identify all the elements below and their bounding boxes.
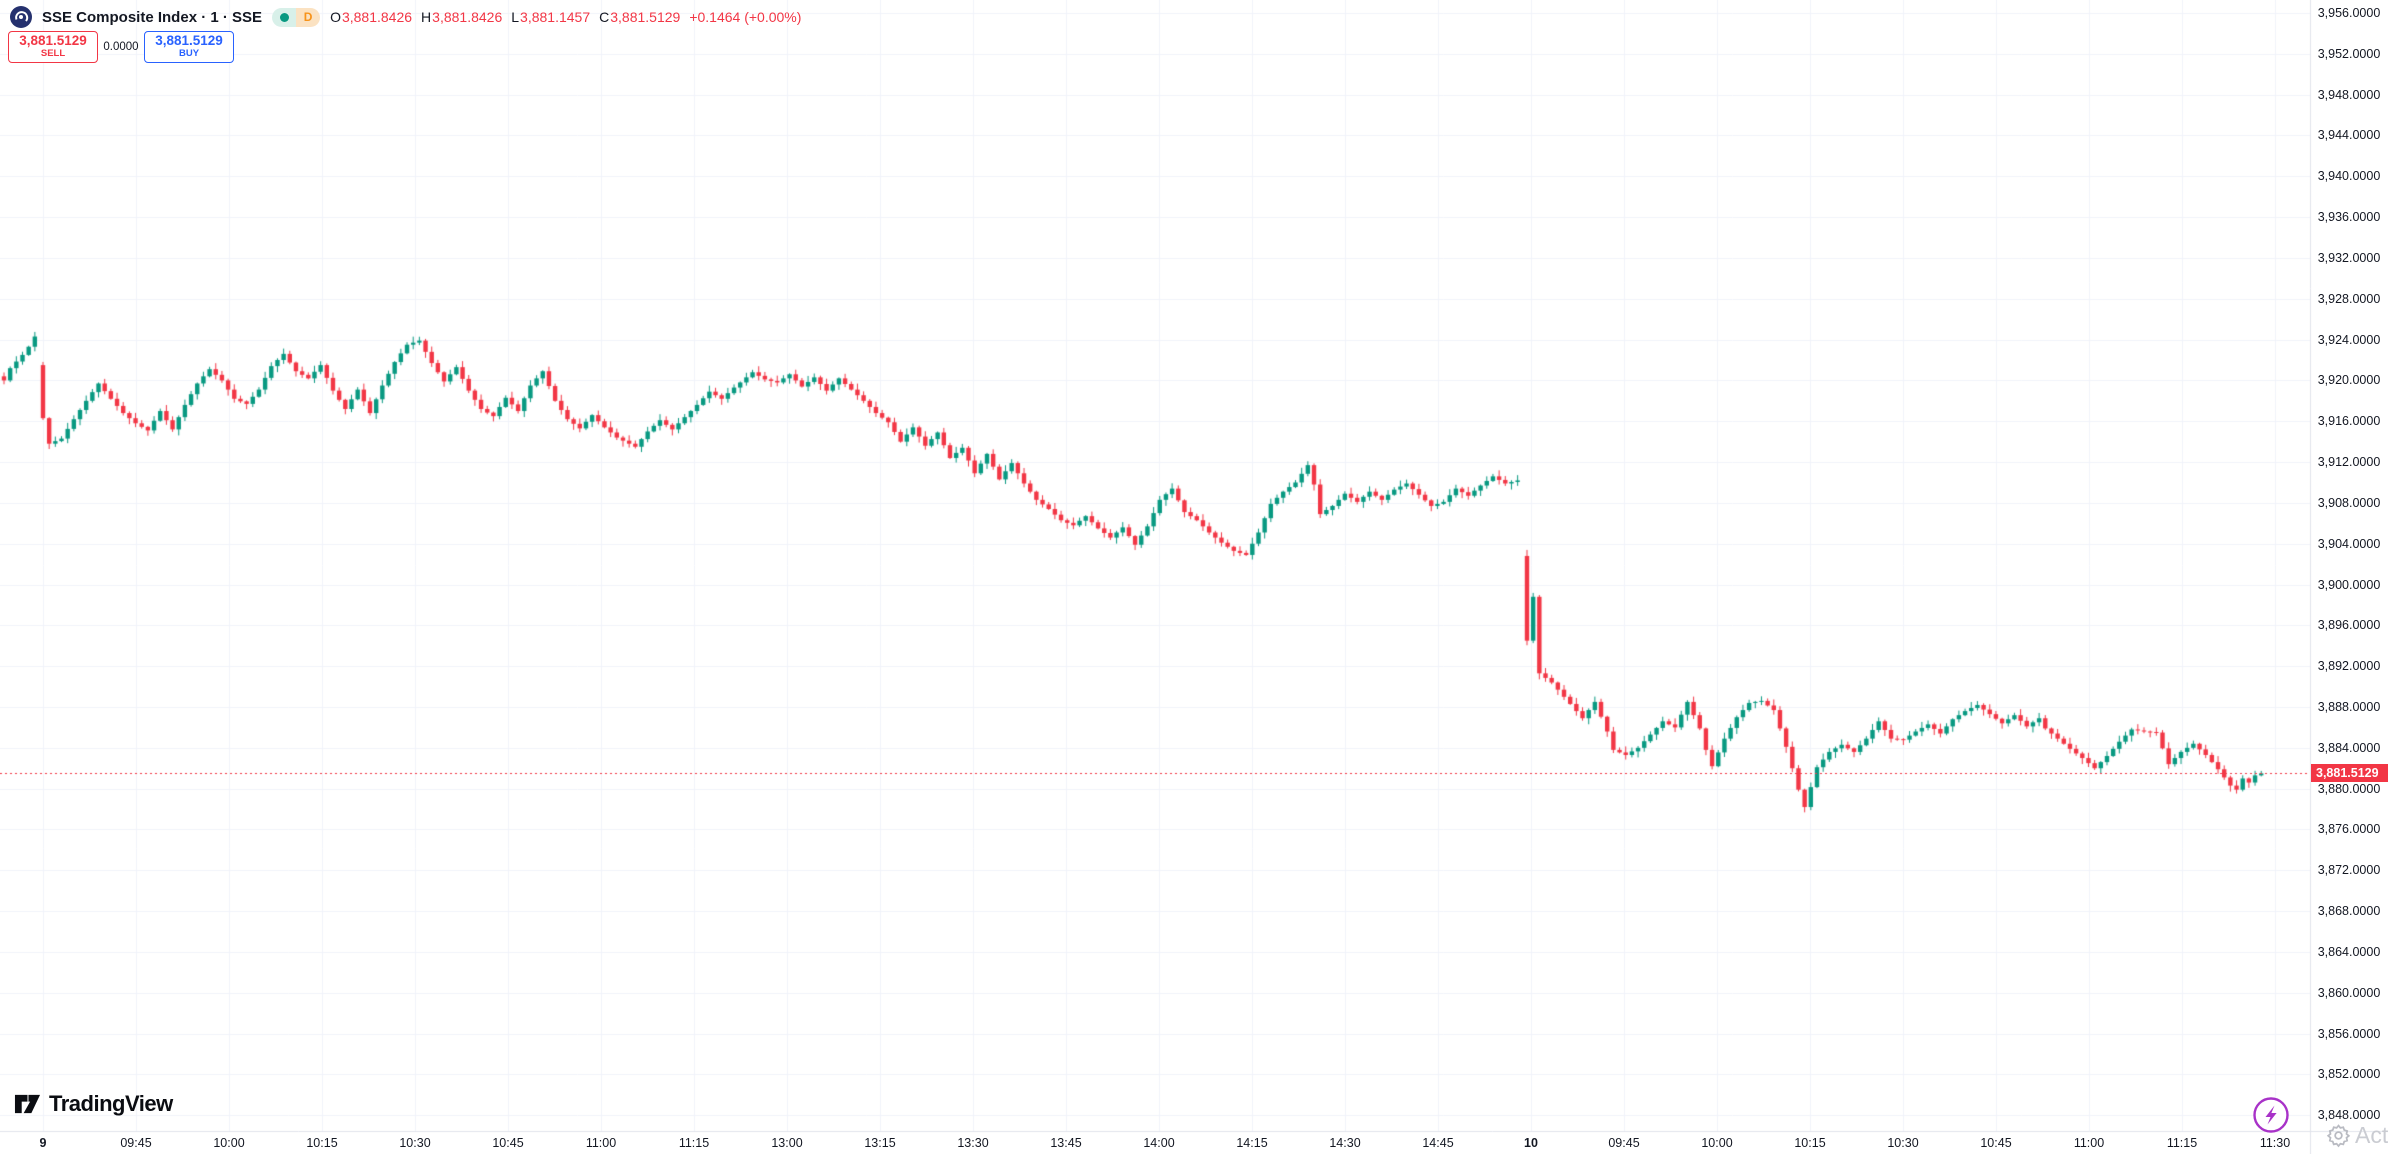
gear-icon [2326, 1123, 2351, 1148]
time-axis-label: 10 [1524, 1136, 1538, 1150]
low-value: 3,881.1457 [520, 9, 591, 25]
price-axis-label: 3,912.0000 [2317, 455, 2381, 470]
sell-button[interactable]: 3,881.5129 SELL [8, 31, 98, 63]
price-axis-label: 3,916.0000 [2317, 414, 2381, 429]
high-value: 3,881.8426 [432, 9, 503, 25]
time-axis-label: 10:15 [1794, 1136, 1826, 1150]
sell-label: SELL [40, 48, 66, 60]
market-status-pill[interactable]: D [272, 7, 321, 27]
change-value: +0.1464 (+0.00%) [689, 9, 802, 25]
time-axis-label: 13:15 [864, 1136, 896, 1150]
close-label: C [599, 9, 610, 25]
price-axis-label: 3,880.0000 [2317, 781, 2381, 796]
price-axis-label: 3,936.0000 [2317, 210, 2381, 225]
price-axis-label: 3,948.0000 [2317, 87, 2381, 102]
time-axis-label: 10:00 [1701, 1136, 1733, 1150]
price-axis-label: 3,872.0000 [2317, 863, 2381, 878]
sell-price: 3,881.5129 [19, 33, 87, 49]
time-axis-label: 11:00 [2073, 1136, 2105, 1150]
price-axis-label: 3,896.0000 [2317, 618, 2381, 633]
time-axis-label: 9 [39, 1136, 47, 1150]
market-status-dot [279, 12, 289, 22]
price-axis-label: 3,940.0000 [2317, 169, 2381, 184]
close-value: 3,881.5129 [610, 9, 681, 25]
last-price-tag: 3,881.5129 [2311, 764, 2388, 783]
price-axis-label: 3,928.0000 [2317, 291, 2381, 306]
time-axis-label: 13:30 [957, 1136, 989, 1150]
tradingview-logo-icon [14, 1090, 41, 1117]
price-axis-label: 3,904.0000 [2317, 536, 2381, 551]
low-label: L [511, 9, 520, 25]
watermark-text: Activa [2355, 1122, 2388, 1148]
price-axis-label: 3,888.0000 [2317, 700, 2381, 714]
watermark: Activa [2326, 1122, 2388, 1149]
ohlc-strip: O 3,881.8426 H 3,881.8426 L 3,881.1457 C 3,8… [330, 9, 801, 25]
time-axis-label: 09:45 [1608, 1136, 1640, 1150]
lightning-realtime-button[interactable] [2252, 1096, 2290, 1134]
price-axis-label: 3,944.0000 [2317, 128, 2381, 143]
price-axis-label: 3,856.0000 [2317, 1026, 2381, 1041]
market-open-status [272, 7, 297, 27]
time-axis-label: 11:15 [678, 1136, 710, 1150]
tradingview-logo-link[interactable]: TradingView [14, 1090, 173, 1117]
symbol-logo [10, 6, 32, 28]
price-axis-label: 3,956.0000 [2317, 6, 2381, 20]
time-axis-label: 10:00 [213, 1136, 245, 1150]
time-axis-label: 11:30 [2259, 1136, 2291, 1150]
time-axis-label: 09:45 [120, 1136, 152, 1150]
price-axis-label: 3,932.0000 [2317, 250, 2381, 265]
high-label: H [421, 9, 432, 25]
spread-value: 0.0000 [103, 41, 139, 53]
buy-label: BUY [178, 48, 200, 60]
price-axis-label: 3,892.0000 [2317, 659, 2381, 674]
time-axis-label: 10:30 [399, 1136, 431, 1150]
time-axis-label: 13:45 [1050, 1136, 1082, 1150]
open-value: 3,881.8426 [341, 9, 413, 25]
time-axis-label: 11:00 [585, 1136, 617, 1150]
symbol-header: SSE Composite Index · 1 · SSE D O 3,881.8… [10, 4, 801, 30]
price-axis-label: 3,860.0000 [2317, 985, 2381, 1000]
time-axis-label: 10:45 [492, 1136, 524, 1150]
price-axis-label: 3,848.0000 [2317, 1108, 2381, 1123]
time-axis-label: 11:15 [2166, 1136, 2198, 1150]
price-axis-label: 3,868.0000 [2317, 904, 2381, 919]
price-axis-label: 3,900.0000 [2317, 577, 2381, 592]
price-axis-label: 3,952.0000 [2317, 46, 2381, 61]
buy-price: 3,881.5129 [155, 33, 223, 49]
buy-button[interactable]: 3,881.5129 BUY [144, 31, 234, 63]
price-axis-label: 3,920.0000 [2317, 373, 2381, 388]
price-axis-label: 3,852.0000 [2317, 1067, 2381, 1082]
price-axis-label: 3,908.0000 [2317, 495, 2381, 510]
time-axis-label: 14:30 [1329, 1136, 1361, 1150]
price-axis-label: 3,864.0000 [2317, 944, 2381, 959]
time-axis-label: 14:45 [1422, 1136, 1454, 1150]
trade-panel: 3,881.5129 SELL 0.0000 3,881.5129 BUY [8, 31, 234, 63]
time-axis-label: 14:00 [1143, 1136, 1175, 1150]
time-axis-label: 13:00 [771, 1136, 803, 1150]
price-axis-label: 3,924.0000 [2317, 332, 2381, 347]
time-axis-label: 14:15 [1236, 1136, 1268, 1150]
tradingview-logo-text: TradingView [49, 1090, 173, 1116]
symbol-title[interactable]: SSE Composite Index · 1 · SSE [42, 8, 263, 26]
price-axis-label: 3,884.0000 [2317, 740, 2381, 755]
time-axis-label: 10:30 [1887, 1136, 1919, 1150]
delayed-data-badge[interactable]: D [296, 7, 321, 27]
time-axis-label: 10:15 [306, 1136, 338, 1150]
open-label: O [330, 9, 341, 25]
time-axis-label: 10:45 [1980, 1136, 2012, 1150]
price-axis-label: 3,876.0000 [2317, 822, 2381, 837]
